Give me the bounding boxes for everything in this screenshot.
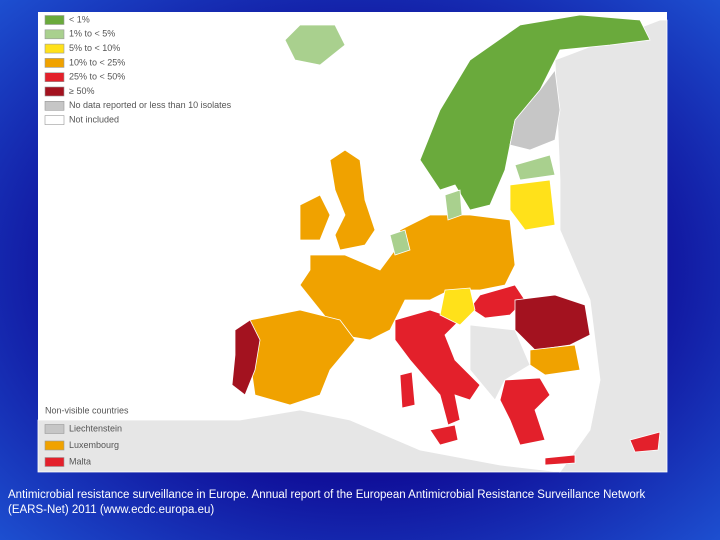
legend-swatch <box>44 43 65 54</box>
legend-label: < 1% <box>69 14 90 24</box>
legend-label: ≥ 50% <box>69 86 94 96</box>
country <box>429 424 459 446</box>
legend-label: 5% to < 10% <box>69 43 120 53</box>
country <box>329 149 376 251</box>
country <box>444 189 463 221</box>
country <box>509 68 561 151</box>
country <box>439 287 476 326</box>
country <box>231 319 261 396</box>
legend-label: No data reported or less than 10 isolate… <box>69 100 232 110</box>
country <box>514 294 591 351</box>
legend-swatch <box>44 72 65 82</box>
legend-label: Malta <box>69 456 91 466</box>
country <box>514 154 556 181</box>
legend-label: Not included <box>69 114 119 124</box>
country <box>284 24 346 66</box>
legend-swatch <box>44 115 65 125</box>
country <box>544 454 576 466</box>
caption-line: Antimicrobial resistance surveillance in… <box>8 489 646 501</box>
legend-swatch <box>44 101 65 111</box>
legend-label: Luxembourg <box>69 440 119 450</box>
country <box>389 229 411 256</box>
country <box>399 371 416 409</box>
legend-swatch <box>44 58 65 68</box>
legend-swatch <box>44 440 65 451</box>
country <box>509 179 556 231</box>
legend-swatch <box>44 424 65 434</box>
country <box>529 344 581 376</box>
legend-label: Liechtenstein <box>69 423 122 433</box>
other-land <box>37 409 561 473</box>
country <box>249 309 356 406</box>
country <box>499 377 551 446</box>
countries <box>37 14 668 473</box>
caption-line: (EARS-Net) 2011 (www.ecdc.europa.eu) <box>8 504 215 516</box>
legend-label: 10% to < 25% <box>69 57 125 67</box>
country <box>299 194 331 241</box>
country <box>419 14 651 211</box>
legend-label: 25% to < 50% <box>69 72 125 82</box>
non-visible-title: Non-visible countries <box>45 405 129 415</box>
country <box>629 431 661 453</box>
legend-swatch <box>44 15 65 25</box>
legend-swatch <box>44 29 65 40</box>
legend-swatch <box>44 86 65 97</box>
legend-swatch <box>44 457 65 467</box>
legend-label: 1% to < 5% <box>69 29 115 39</box>
caption: Antimicrobial resistance surveillance in… <box>8 488 645 518</box>
other-land <box>554 19 668 473</box>
